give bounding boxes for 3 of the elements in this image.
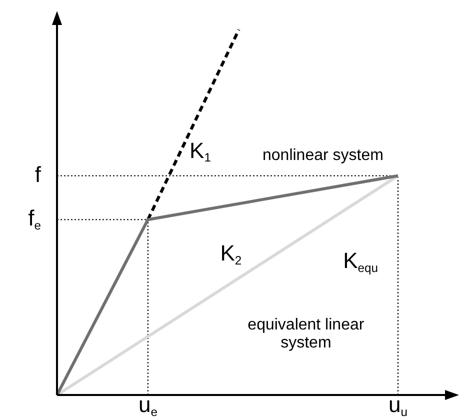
annotation: nonlinear system xyxy=(262,147,384,164)
ref-line-label: f xyxy=(34,162,42,187)
annotation: equivalent linear system xyxy=(248,316,365,352)
